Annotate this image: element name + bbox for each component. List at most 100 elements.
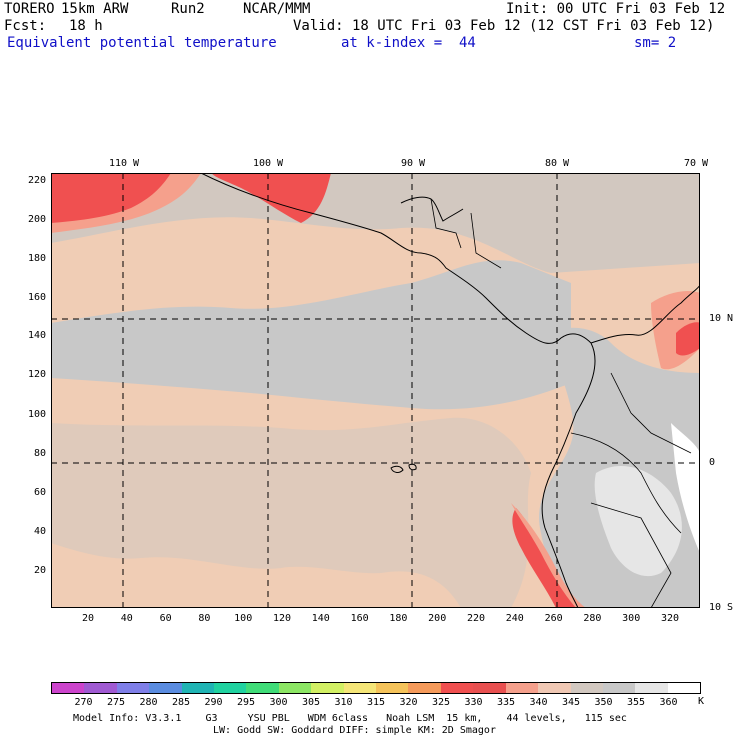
coastline-central-america — [200, 173, 592, 344]
legend-swatch — [343, 683, 377, 693]
physics-info-line: LW: Godd SW: Goddard DIFF: simple KM: 2D… — [213, 725, 496, 736]
x-tick-label: 160 — [350, 613, 369, 624]
legend-value-label: 275 — [106, 697, 126, 708]
x-tick-label: 100 — [234, 613, 253, 624]
x-tick-label: 180 — [389, 613, 408, 624]
y-tick-label: 220 — [27, 175, 46, 186]
smoothing-label: sm= 2 — [634, 35, 677, 51]
legend-unit: K — [698, 696, 705, 707]
legend-value-label: 285 — [171, 697, 191, 708]
x-tick-label: 60 — [159, 613, 172, 624]
x-tick-label: 320 — [660, 613, 680, 624]
y-tick-label: 180 — [27, 253, 46, 264]
y-tick-label: 120 — [27, 369, 46, 380]
legend-swatch — [214, 683, 247, 693]
lon-label-110w: 110 W — [108, 158, 140, 169]
x-tick-label: 300 — [622, 613, 641, 624]
legend-swatch — [440, 683, 474, 693]
source-label: NCAR/MMM — [243, 1, 311, 17]
y-tick-label: 140 — [27, 330, 46, 341]
legend-swatch — [278, 683, 312, 693]
legend-value-label: 315 — [366, 697, 386, 708]
level-label: at k-index = 44 — [341, 35, 476, 51]
legend-swatch — [116, 683, 150, 693]
legend-swatch — [52, 683, 85, 693]
y-tick-label: 60 — [33, 487, 46, 498]
color-legend-bar — [51, 682, 701, 694]
border-north-2 — [470, 212, 502, 269]
legend-value-label: 360 — [659, 697, 678, 708]
x-tick-label: 40 — [120, 613, 133, 624]
equivalent-potential-temperature-map — [51, 173, 700, 608]
legend-swatch — [149, 683, 182, 693]
lat-label-0: 0 — [709, 457, 716, 468]
lon-label-100w: 100 W — [252, 158, 284, 169]
legend-swatch — [538, 683, 571, 693]
coastline-caribbean — [590, 284, 700, 344]
legend-value-label: 280 — [139, 697, 158, 708]
forecast-label: Fcst: — [4, 18, 47, 34]
y-tick-label: 200 — [27, 214, 46, 225]
hot-area-colombia-core — [676, 322, 700, 356]
border-south-america-1 — [610, 372, 692, 454]
legend-swatch — [635, 683, 668, 693]
legend-swatch — [246, 683, 279, 693]
init-time: Init: 00 UTC Fri 03 Feb 12 — [506, 1, 726, 17]
legend-value-label: 290 — [204, 697, 223, 708]
legend-value-label: 320 — [399, 697, 418, 708]
legend-value-label: 345 — [561, 697, 581, 708]
x-tick-label: 80 — [198, 613, 211, 624]
x-tick-label: 280 — [583, 613, 602, 624]
lat-label-10s: 10 S — [709, 602, 734, 613]
legend-swatch — [311, 683, 344, 693]
lon-label-80w: 80 W — [544, 158, 570, 169]
andes-white — [671, 423, 700, 553]
high-terrain-white — [594, 465, 682, 577]
lat-label-10n: 10 N — [709, 313, 734, 324]
legend-swatch — [602, 683, 636, 693]
model-resolution: 15km ARW — [61, 1, 129, 17]
legend-value-label: 340 — [529, 697, 548, 708]
y-tick-label: 160 — [27, 292, 46, 303]
graticule — [51, 173, 700, 608]
border-south-america-2 — [570, 432, 682, 534]
country-borders — [430, 198, 692, 608]
x-tick-label: 120 — [272, 613, 292, 624]
legend-swatch — [473, 683, 506, 693]
border-north-1 — [430, 198, 462, 249]
model-name: TORERO — [4, 1, 55, 17]
cool-band-itcz — [51, 260, 571, 410]
legend-value-label: 300 — [269, 697, 288, 708]
legend-swatch — [84, 683, 117, 693]
legend-swatch — [505, 683, 539, 693]
x-tick-label: 260 — [544, 613, 563, 624]
warm-gray-field-south — [51, 417, 531, 608]
y-tick-label: 40 — [33, 526, 46, 537]
legend-value-label: 355 — [626, 697, 646, 708]
x-tick-label: 200 — [428, 613, 447, 624]
legend-swatch — [376, 683, 409, 693]
forecast-hours: 18 h — [69, 18, 103, 34]
x-tick-label: 20 — [81, 613, 95, 624]
field-name: Equivalent potential temperature — [7, 35, 277, 51]
x-tick-label: 220 — [466, 613, 486, 624]
model-info-line: Model Info: V3.3.1 G3 YSU PBL WDM 6class… — [73, 713, 627, 724]
legend-value-label: 310 — [334, 697, 353, 708]
legend-swatch — [570, 683, 603, 693]
legend-value-label: 350 — [594, 697, 613, 708]
valid-time: Valid: 18 UTC Fri 03 Feb 12 (12 CST Fri … — [293, 18, 715, 34]
coastline-south-america-west — [541, 342, 596, 608]
x-tick-label: 240 — [505, 613, 524, 624]
border-south-america-3 — [590, 502, 672, 608]
legend-swatch — [667, 683, 701, 693]
legend-value-label: 270 — [74, 697, 93, 708]
x-tick-label: 140 — [311, 613, 330, 624]
y-tick-label: 100 — [27, 409, 46, 420]
legend-value-label: 330 — [464, 697, 483, 708]
legend-swatch — [408, 683, 441, 693]
hot-area-northwest-core — [51, 173, 171, 223]
legend-value-label: 295 — [236, 697, 256, 708]
y-tick-label: 80 — [33, 448, 46, 459]
warm-halo-peru-coast — [511, 503, 586, 608]
legend-value-label: 305 — [301, 697, 321, 708]
